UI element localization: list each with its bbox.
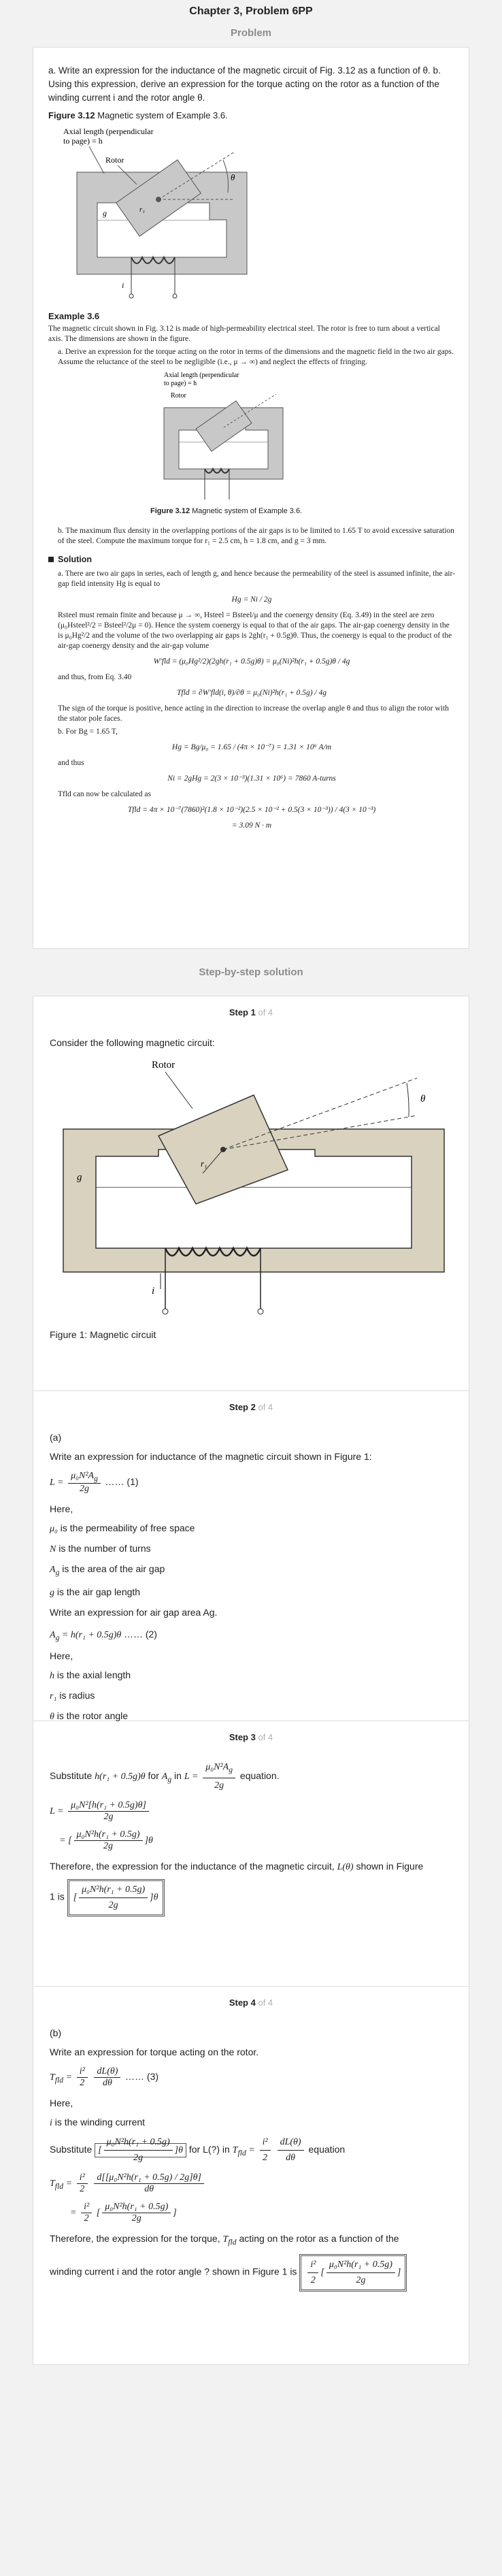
solution-section-title: Step-by-step solution (199, 966, 303, 978)
sol-a3: and thus, from Eq. 3.40 (58, 673, 132, 681)
figure-3-12-diagram: θ g r₁ Axial length (perpendicular to pa… (63, 127, 248, 299)
eq-tfld2: Tfld = 4π × 10⁻⁷(7860)²(1.8 × 10⁻²)(2.5 … (127, 806, 376, 814)
svg-text:Rotor: Rotor (152, 1060, 175, 1071)
step-4-substitute: Substitute [μ₀N²h(r₁ + 0.5g) 2g]θ for L(?… (50, 2135, 452, 2166)
step-3: Step 3 of 4 Substitute h(r₁ + 0.5g)θ for… (33, 1721, 469, 1987)
sol-a4: The sign of the torque is positive, henc… (58, 704, 449, 723)
problem-text: a. Write an expression for the inductanc… (48, 65, 441, 103)
example-title: Example 3.6 (48, 311, 100, 321)
sol-a1: a. There are two air gaps in series, eac… (58, 570, 455, 588)
sol-a2: Rsteel must remain finite and because μ … (58, 611, 452, 650)
axial-label: Axial length (perpendicular (63, 127, 154, 136)
step-2-intro: Write an expression for inductance of th… (50, 1451, 372, 1462)
sol-b1: b. For Bg = 1.65 T, (58, 728, 118, 736)
axial-label-2: to page) = h (63, 136, 103, 146)
step-1-intro: Consider the following magnetic circuit: (50, 1037, 215, 1048)
figure-1-i: i (152, 1286, 154, 1297)
example-part-b: b. The maximum flux density in the overl… (58, 527, 454, 545)
svg-text:Axial length (perpendicular: Axial length (perpendicular (164, 372, 239, 379)
steps-card: Step 1 of 4 Consider the following magne… (33, 996, 469, 2365)
step-4-conclusion: Therefore, the expression for the torque… (50, 2233, 399, 2247)
svg-text:to page) = h: to page) = h (164, 380, 197, 387)
eq-hg2: Hg = Bg/μ₀ = 1.65 / (4π × 10⁻⁷) = 1.31 ×… (171, 743, 332, 751)
figure-3-12-small: Axial length (perpendicular to page) = h… (163, 372, 284, 500)
eq-4b: = i² 2 [μ₀N²h(r₁ + 0.5g) 2g] (70, 2202, 177, 2224)
example-part-a: a. Derive an expression for the torque a… (58, 348, 454, 366)
eq-torque: Tfld = i² 2 dL(θ) dθ …… (3) (50, 2066, 159, 2088)
eq-2: Ag = h(r₁ + 0.5g)θ …… (2) (50, 1628, 157, 1642)
r1-label: r₁ (139, 206, 145, 214)
eq-hg: Hg = Ni / 2g (231, 596, 272, 604)
step-3-result: 1 is [μ₀N²h(r₁ + 0.5g) 2g]θ (50, 1878, 452, 1917)
step-3-substitute: Substitute h(r₁ + 0.5g)θ for Ag in L = μ… (50, 1760, 452, 1793)
step-4-intro: Write an expression for torque acting on… (50, 2047, 259, 2057)
sol-b3: Tfld can now be calculated as (58, 790, 151, 798)
example-block: Example 3.6 The magnetic circuit shown i… (48, 311, 455, 831)
step-2: Step 2 of 4 (a) Write an expression for … (33, 1391, 469, 1722)
solution-heading: Solution (48, 555, 455, 565)
page-title: Chapter 3, Problem 6PP (189, 5, 313, 17)
eq-3a: L = μ₀N²[h(r₁ + 0.5g)θ] 2g (50, 1800, 452, 1823)
example-intro: The magnetic circuit shown in Fig. 3.12 … (48, 325, 440, 343)
step-1-header: Step 1 of 4 (229, 1007, 273, 1017)
step-2-header: Step 2 of 4 (229, 1402, 273, 1412)
eq-4a: Tfld = i² 2 d[[μ₀N²h(r₁ + 0.5g) / 2g]θ] dθ (50, 2172, 452, 2195)
problem-card: a. Write an expression for the inductanc… (33, 47, 469, 949)
eq-result: = 3.09 N · m (231, 821, 272, 830)
step-2-intro-2: Write an expression for air gap area Ag. (50, 1606, 218, 1618)
eq-tfld: Tfld = ∂W′fld(i, θ)/∂θ = μ₀(Ni)²h(r₁ + 0… (177, 689, 327, 697)
step-4-part: (b) (50, 2027, 62, 2038)
step-1: Step 1 of 4 Consider the following magne… (33, 996, 469, 1391)
eq-1: L = μ₀N²Ag 2g …… (1) (50, 1471, 139, 1494)
example-figure-caption: Figure 3.12 Magnetic system of Example 3… (150, 507, 303, 515)
step-3-conclusion: Therefore, the expression for the induct… (50, 1860, 424, 1872)
problem-figure-caption: Figure 3.12 Magnetic system of Example 3… (48, 110, 228, 120)
svg-text:Rotor: Rotor (171, 392, 186, 400)
eq-ni: Ni = 2gHg = 2(3 × 10⁻³)(1.31 × 10⁶) = 78… (167, 775, 336, 783)
figure-1-magnetic-circuit: Rotor θ r₁ g i (63, 1060, 445, 1315)
theta-label: θ (231, 172, 235, 182)
rotor-label: Rotor (105, 155, 124, 165)
figure-1-theta: θ (420, 1094, 426, 1105)
problem-section-title: Problem (230, 27, 271, 39)
figure-1-g: g (77, 1172, 82, 1183)
eq-3b: = [μ₀N²h(r₁ + 0.5g) 2g]θ (59, 1829, 153, 1851)
step-2-part: (a) (50, 1432, 62, 1443)
step-3-header: Step 3 of 4 (229, 1732, 273, 1742)
page: Chapter 3, Problem 6PP Problem a. Write … (33, 5, 469, 2365)
step-4: Step 4 of 4 (b) Write an expression for … (33, 1987, 469, 2364)
eq-wfld: W′fld = (μ₀Hg²/2)(2gh(r₁ + 0.5g)θ) = μ₀(… (153, 657, 350, 666)
step-4-result: winding current i and the rotor angle ? … (50, 2254, 452, 2292)
i-label: i (122, 280, 124, 290)
figure-1-caption: Figure 1: Magnetic circuit (50, 1329, 156, 1340)
step-4-header: Step 4 of 4 (229, 1998, 273, 2008)
g-label: g (103, 208, 107, 218)
sol-b2: and thus (58, 759, 84, 767)
figure-1-r1: r₁ (201, 1158, 207, 1169)
